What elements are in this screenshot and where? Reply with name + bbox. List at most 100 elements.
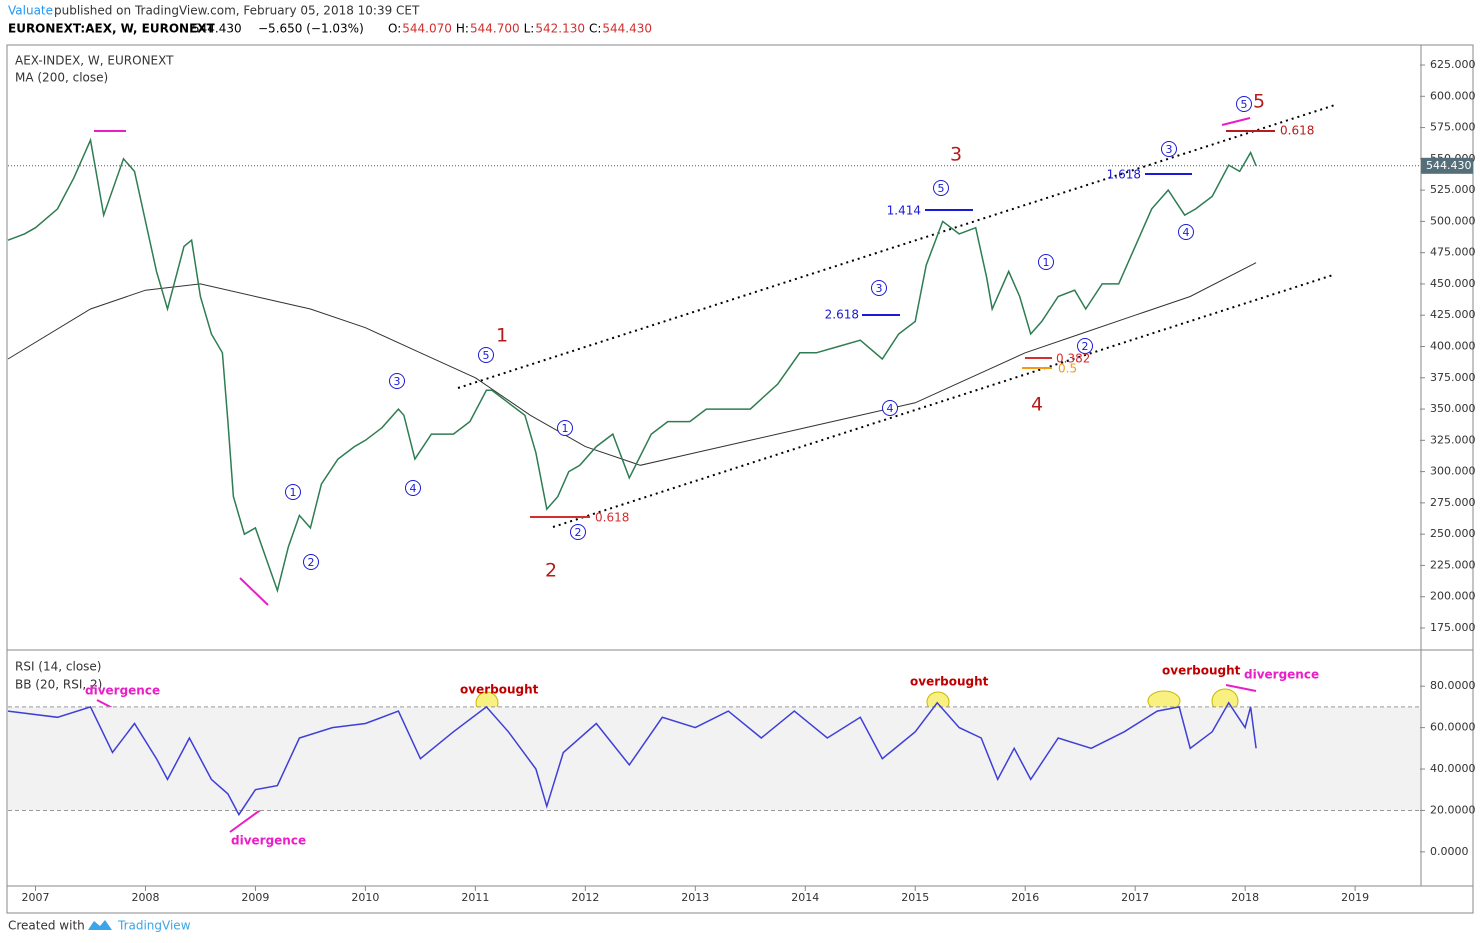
subwave-label: 3 (876, 282, 883, 295)
x-tick-label: 2007 (21, 891, 49, 904)
subwave-circle (1178, 224, 1194, 240)
fib-label: 1.618 (1107, 168, 1141, 182)
subwave-circle (285, 484, 301, 500)
wave-label: 2 (545, 560, 557, 582)
fib-label: 0.382 (1056, 352, 1090, 366)
subwave-circle (303, 554, 319, 570)
y-tick-label: 625.000 (1430, 58, 1476, 71)
channel-lower (552, 274, 1334, 528)
subwave-circle (933, 180, 949, 196)
rsi-legend: RSI (14, close) (15, 660, 101, 674)
logo (88, 920, 112, 930)
rsi-band (8, 706, 1420, 811)
y-tick-label: 425.000 (1430, 308, 1476, 321)
wave-label: 1 (496, 325, 508, 347)
y-tick-label: 200.000 (1430, 590, 1476, 603)
frame (6, 44, 1474, 914)
y-tick-label: 450.000 (1430, 277, 1476, 290)
author[interactable]: Valuate (8, 4, 53, 18)
y-tick-label: 300.000 (1430, 465, 1476, 478)
subwave-label: 1 (290, 486, 297, 499)
rsi-annotation: divergence (1244, 668, 1319, 682)
y-tick-label: 500.000 (1430, 214, 1476, 227)
y-tick-label: 250.000 (1430, 527, 1476, 540)
fib-label: 2.618 (825, 308, 859, 322)
published: published on TradingView.com, February 0… (54, 4, 420, 18)
y-tick-label: 80.0000 (1430, 679, 1476, 692)
subwave-label: 1 (1043, 256, 1050, 269)
footer-brand[interactable]: TradingView (117, 919, 191, 933)
subwave-circle (882, 400, 898, 416)
subwave-circle (557, 420, 573, 436)
ohlc-key: C: (589, 22, 601, 36)
last-price-tag (1421, 157, 1473, 174)
x-tick-label: 2015 (901, 891, 929, 904)
x-tick-label: 2017 (1121, 891, 1149, 904)
fib-label: 0.618 (1280, 124, 1314, 138)
y-tick-label: 475.000 (1430, 246, 1476, 259)
last-price-label: 544.430 (1426, 159, 1472, 172)
subwave-circle (1038, 254, 1054, 270)
y-tick-label: 225.000 (1430, 558, 1476, 571)
subwave-label: 2 (308, 556, 315, 569)
fib-label: 1.414 (887, 204, 921, 218)
y-tick-label: 375.000 (1430, 371, 1476, 384)
y-tick-label: 40.0000 (1430, 762, 1476, 775)
bb-legend: BB (20, RSI, 2) (15, 678, 102, 692)
subwave-circle (570, 524, 586, 540)
y-tick-label: 60.0000 (1430, 721, 1476, 734)
subwave-label: 5 (938, 182, 945, 195)
ohlc: O: 544.070 H: 544.700 L: 542.130 C: 544.430 (388, 22, 652, 36)
divergence-line (1225, 684, 1257, 692)
series-line (7, 701, 1257, 817)
x-tick-label: 2014 (791, 891, 819, 904)
x-tick-label: 2009 (241, 891, 269, 904)
subwave-label: 4 (1183, 226, 1190, 239)
subwave-label: 1 (562, 422, 569, 435)
x-tick-label: 2010 (351, 891, 379, 904)
rsi-annotation: overbought (460, 683, 539, 697)
subwave-circle (405, 480, 421, 496)
subwave-label: 4 (887, 402, 894, 415)
plot (7, 137, 1420, 817)
rsi-annotation: divergence (85, 684, 160, 698)
subwave-label: 2 (575, 526, 582, 539)
subwave-label: 5 (1241, 98, 1248, 111)
y-tick-label: 20.0000 (1430, 803, 1476, 816)
x-tick-label: 2011 (461, 891, 489, 904)
fib-label: 0.5 (1058, 362, 1077, 376)
ohlc-value: 544.070 (402, 22, 452, 36)
symbol: EURONEXT:AEX, W, EURONEXT (8, 22, 216, 36)
ohlc-value: 542.130 (535, 22, 585, 36)
ohlc-key: O: (388, 22, 401, 36)
rsi-annotation: divergence (231, 834, 306, 848)
divergence-line (239, 577, 269, 606)
header-change: −5.650 (−1.03%) (258, 22, 364, 36)
x-tick-label: 2018 (1231, 891, 1259, 904)
ohlc-key: L: (524, 22, 535, 36)
y-tick-label: 575.000 (1430, 121, 1476, 134)
series-line (7, 262, 1257, 466)
subwave-circle (1161, 141, 1177, 157)
ma-legend: MA (200, close) (15, 71, 108, 85)
subwave-label: 2 (1082, 340, 1089, 353)
header-close: 544.430 (192, 22, 242, 36)
subwave-label: 3 (394, 375, 401, 388)
subwave-circle (389, 373, 405, 389)
subwave-circle (1236, 96, 1252, 112)
subwave-label: 3 (1166, 143, 1173, 156)
rsi-annotation: overbought (910, 675, 989, 689)
y-tick-label: 350.000 (1430, 402, 1476, 415)
subwave-circle (478, 347, 494, 363)
wave-label: 4 (1031, 394, 1043, 416)
ohlc-value: 544.700 (470, 22, 520, 36)
wave-label: 5 (1253, 91, 1265, 113)
wave-label: 3 (950, 144, 962, 166)
y-tick-label: 0.0000 (1430, 845, 1469, 858)
x-tick-label: 2016 (1011, 891, 1039, 904)
subwave-label: 5 (483, 349, 490, 362)
subwave-circle (1077, 338, 1093, 354)
y-tick-label: 325.000 (1430, 433, 1476, 446)
ohlc-key: H: (456, 22, 469, 36)
